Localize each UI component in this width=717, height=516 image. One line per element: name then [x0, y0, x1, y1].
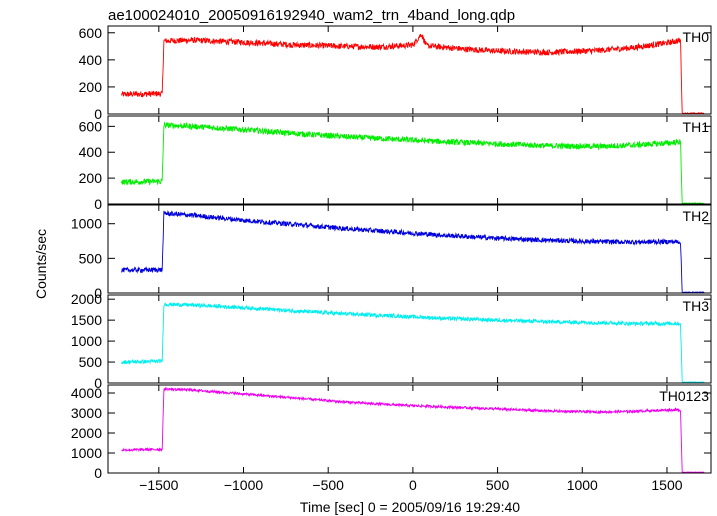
x-tick-label: −1000 [224, 477, 264, 493]
y-tick-label: 1000 [71, 333, 102, 349]
y-tick-label: 600 [79, 25, 103, 41]
panel-label-th3: TH3 [683, 298, 710, 314]
series-line-th2 [121, 210, 705, 294]
x-tick-label: 0 [409, 477, 417, 493]
y-tick-label: 0 [94, 465, 102, 481]
series-line-th3 [121, 302, 705, 383]
x-tick-label: −500 [312, 477, 344, 493]
y-tick-label: 400 [79, 144, 103, 160]
panel-frame [107, 115, 712, 205]
panel-label-th2: TH2 [683, 208, 710, 224]
y-tick-label: 0 [94, 285, 102, 301]
x-tick-label: 1000 [567, 477, 598, 493]
y-tick-label: 1500 [71, 312, 102, 328]
panel-frame [107, 384, 712, 474]
y-tick-label: 0 [94, 375, 102, 391]
chart-title: ae100024010_20050916192940_wam2_trn_4ban… [108, 7, 515, 24]
y-tick-label: 2000 [71, 425, 102, 441]
panel-th0: 0 200 400 600 TH0 [79, 25, 712, 122]
y-tick-label: 0 [94, 196, 102, 212]
x-axis-label: Time [sec] 0 = 2005/09/16 19:29:40 [300, 499, 520, 515]
x-tick-label: 500 [486, 477, 510, 493]
y-tick-label: 1000 [71, 216, 102, 232]
panel-th2: 0 500 1000 TH2 [71, 204, 712, 301]
y-tick-label: 500 [79, 354, 103, 370]
y-tick-label: 1000 [71, 445, 102, 461]
x-tick-label: −1500 [139, 477, 179, 493]
panel-frame [107, 25, 712, 115]
x-tick-label: 1500 [651, 477, 682, 493]
series-line-th1 [121, 121, 705, 206]
y-axis-label: Counts/sec [33, 229, 49, 299]
panel-label-th1: TH1 [683, 119, 710, 135]
y-tick-label: 2000 [71, 291, 102, 307]
panels-group: 0 200 400 600 TH0 0 200 400 600 TH1 0 500 1000 TH2 0 50… [71, 25, 712, 493]
panel-frame [107, 204, 712, 294]
panel-frame [107, 294, 712, 384]
y-tick-label: 500 [79, 250, 103, 266]
y-tick-label: 200 [79, 79, 103, 95]
y-tick-label: 200 [79, 170, 103, 186]
panel-label-th0123: TH0123 [659, 388, 709, 404]
y-tick-label: 3000 [71, 405, 102, 421]
series-line-th0123 [121, 386, 705, 473]
panel-th3: 0 500 1000 1500 2000 TH3 [71, 291, 712, 391]
y-tick-label: 4000 [71, 385, 102, 401]
y-tick-label: 400 [79, 52, 103, 68]
series-line-th0 [121, 33, 705, 115]
y-tick-label: 0 [94, 106, 102, 122]
y-tick-label: 600 [79, 118, 103, 134]
panel-label-th0: TH0 [683, 29, 710, 45]
panel-th1: 0 200 400 600 TH1 [79, 115, 712, 212]
panel-th0123: 0 1000 2000 3000 4000 TH0123 [71, 384, 712, 481]
